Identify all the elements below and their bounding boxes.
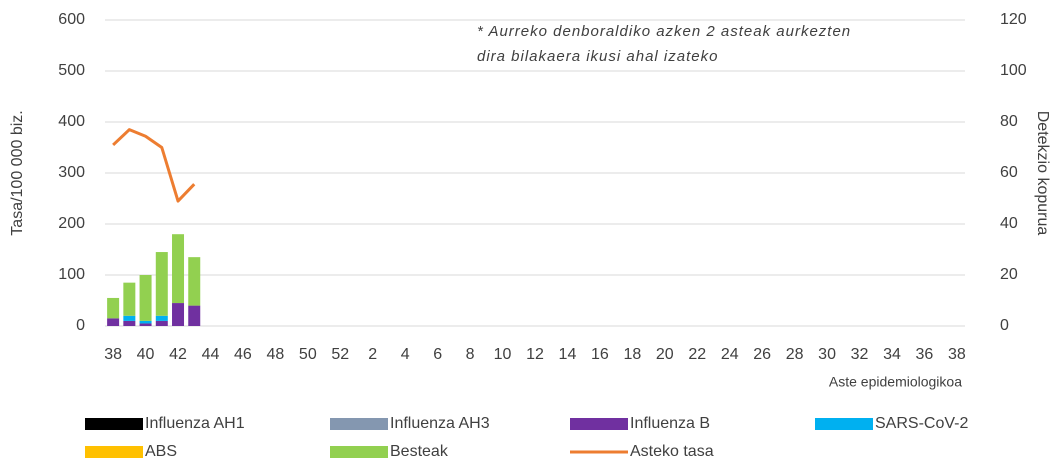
legend-label: Influenza AH3: [390, 415, 490, 432]
y2-tick-label: 100: [1000, 62, 1027, 79]
y2-tick-label: 80: [1000, 113, 1018, 130]
x-tick-label: 4: [401, 346, 410, 363]
x-tick-label: 18: [623, 346, 641, 363]
x-tick-label: 40: [137, 346, 155, 363]
bar: [139, 320, 152, 324]
x-tick-label: 52: [331, 346, 349, 363]
bar: [139, 323, 152, 326]
x-tick-label: 36: [916, 346, 934, 363]
annotation: * Aurreko denboraldiko azken 2 asteak au…: [477, 23, 851, 40]
x-tick-label: 32: [851, 346, 869, 363]
x-tick-label: 2: [368, 346, 377, 363]
legend-swatch: [85, 446, 143, 458]
bar: [107, 297, 120, 319]
legend-swatch: [570, 418, 628, 430]
annotation: dira bilakaera ikusi ahal izateko: [477, 48, 718, 65]
bar: [188, 257, 201, 306]
y-tick-label: 500: [58, 62, 85, 79]
x-tick-label: 8: [466, 346, 475, 363]
x-tick-label: 48: [266, 346, 284, 363]
y2-tick-label: 120: [1000, 11, 1027, 28]
legend-label: Besteak: [390, 443, 449, 460]
bar: [155, 252, 168, 316]
x-tick-label: 20: [656, 346, 674, 363]
x-tick-label: 22: [688, 346, 706, 363]
bar: [155, 320, 168, 326]
x-tick-label: 26: [753, 346, 771, 363]
y-axis-title: Tasa/100 000 biz.: [9, 110, 26, 235]
x-tick-label: 6: [433, 346, 442, 363]
legend-label: SARS-CoV-2: [875, 415, 968, 432]
x-tick-label: 30: [818, 346, 836, 363]
bar: [155, 315, 168, 321]
y2-axis-title: Detekzio kopurua: [1034, 111, 1051, 236]
bar: [172, 234, 185, 304]
bar: [123, 320, 136, 326]
x-tick-label: 12: [526, 346, 544, 363]
line: [112, 128, 196, 203]
legend-swatch: [815, 418, 873, 430]
bar: [188, 305, 201, 326]
x-tick-label: 14: [559, 346, 577, 363]
x-tick-label: 16: [591, 346, 609, 363]
y-tick-label: 600: [58, 11, 85, 28]
legend-label: Influenza AH1: [145, 415, 245, 432]
y-tick-label: 100: [58, 266, 85, 283]
y2-tick-label: 40: [1000, 215, 1018, 232]
y-tick-label: 300: [58, 164, 85, 181]
legend-swatch: [330, 446, 388, 458]
y2-tick-label: 20: [1000, 266, 1018, 283]
y-tick-label: 400: [58, 113, 85, 130]
bar: [172, 303, 185, 326]
x-tick-label: 38: [948, 346, 966, 363]
y2-tick-label: 60: [1000, 164, 1018, 181]
x-tick-label: 46: [234, 346, 252, 363]
x-axis-title: Aste epidemiologikoa: [829, 374, 962, 390]
legend-swatch: [330, 418, 388, 430]
y2-tick-label: 0: [1000, 317, 1009, 334]
legend-label: ABS: [145, 443, 177, 460]
legend-label: Asteko tasa: [630, 443, 714, 460]
bar: [139, 275, 152, 321]
x-tick-label: 42: [169, 346, 187, 363]
y-tick-label: 0: [76, 317, 85, 334]
legend-swatch: [85, 418, 143, 430]
bar: [123, 282, 136, 316]
bar: [107, 318, 120, 326]
x-tick-label: 44: [202, 346, 220, 363]
x-tick-label: 24: [721, 346, 739, 363]
x-tick-label: 50: [299, 346, 317, 363]
y-tick-label: 200: [58, 215, 85, 232]
x-tick-label: 28: [786, 346, 804, 363]
x-tick-label: 38: [104, 346, 122, 363]
bar: [123, 315, 136, 321]
legend-label: Influenza B: [630, 415, 710, 432]
x-tick-label: 34: [883, 346, 901, 363]
x-tick-label: 10: [494, 346, 512, 363]
